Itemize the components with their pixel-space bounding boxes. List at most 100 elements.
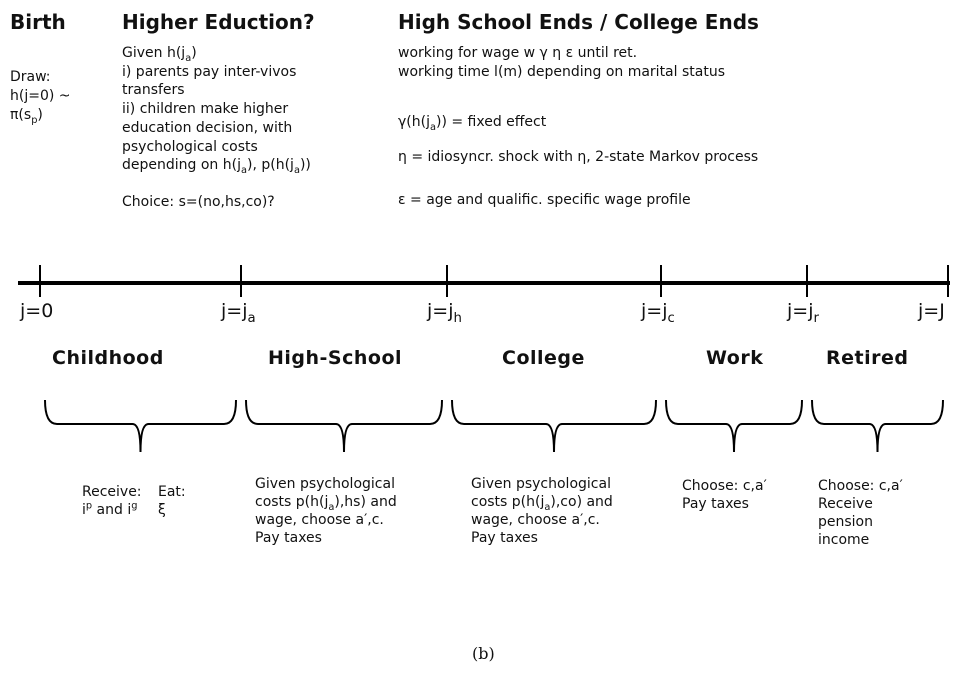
phase-note: Pay taxes — [682, 495, 749, 513]
text-piece: c — [667, 310, 675, 326]
text-piece: Given psychological — [255, 476, 395, 492]
text-piece: j=j — [427, 300, 454, 322]
text-piece: Choose: c,a′ — [818, 478, 903, 494]
text-piece: a — [544, 501, 551, 513]
phase-note: ξ — [158, 501, 166, 519]
timeline-point-label: j=jc — [641, 300, 675, 325]
phase-note: Pay taxes — [471, 529, 538, 547]
phase-note: pension — [818, 513, 873, 531]
text-piece: j=j — [641, 300, 668, 322]
timeline-point-label: j=ja — [221, 300, 256, 325]
column-line: Given h(ja) — [122, 44, 197, 64]
text-piece: psychological costs — [122, 139, 258, 155]
text-piece: )) — [299, 157, 311, 173]
text-piece: j=j — [221, 300, 248, 322]
column-line: transfers — [122, 81, 185, 99]
text-piece: ε = age and qualific. specific wage prof… — [398, 192, 691, 208]
phase-name: Retired — [826, 347, 909, 369]
text-piece: wage, choose a′,c. — [255, 512, 384, 528]
phase-name: Childhood — [52, 347, 164, 369]
text-piece: income — [818, 532, 870, 548]
column-line: working for wage w γ η ε until ret. — [398, 44, 637, 62]
text-piece: costs p(h(j — [255, 494, 329, 510]
column-line: psychological costs — [122, 138, 258, 156]
text-piece: )) = fixed effect — [436, 114, 547, 130]
timeline-point-label: j=J — [918, 300, 945, 322]
text-piece: and i — [92, 502, 132, 518]
text-piece: a — [247, 310, 256, 326]
text-piece: Eat: — [158, 484, 186, 500]
text-piece: Pay taxes — [471, 530, 538, 546]
phase-note: Pay taxes — [255, 529, 322, 547]
column-line: i) parents pay inter-vivos — [122, 63, 296, 81]
phase-note: wage, choose a′,c. — [255, 511, 384, 529]
text-piece: ), p(h(j — [247, 157, 294, 173]
text-piece: costs p(h(j — [471, 494, 545, 510]
phase-note: Eat: — [158, 483, 186, 501]
column-line: γ(h(ja)) = fixed effect — [398, 113, 547, 133]
phase-note: costs p(h(ja),co) and — [471, 493, 613, 513]
caption: (b) — [472, 644, 495, 663]
text-piece: Given h(j — [122, 45, 186, 61]
column-line: Draw: — [10, 68, 51, 86]
column-line: Choice: s=(no,hs,co)? — [122, 193, 275, 211]
phase-name: College — [502, 347, 585, 369]
text-piece: j=J — [918, 300, 945, 322]
text-piece: Receive — [818, 496, 873, 512]
text-piece: education decision, with — [122, 120, 293, 136]
timeline-point-label: j=0 — [20, 300, 53, 322]
text-piece: pension — [818, 514, 873, 530]
brace — [665, 399, 803, 453]
text-piece: Pay taxes — [682, 496, 749, 512]
text-piece: depending on h(j — [122, 157, 241, 173]
phase-note: Choose: c,a′ — [818, 477, 903, 495]
column-line: η = idiosyncr. shock with η, 2-state Mar… — [398, 148, 758, 166]
column-line: ε = age and qualific. specific wage prof… — [398, 191, 691, 209]
phase-name: High-School — [268, 347, 403, 369]
brace — [811, 399, 944, 453]
text-piece: h — [453, 310, 462, 326]
column-line: h(j=0) ~ — [10, 87, 71, 105]
text-piece: j=j — [787, 300, 814, 322]
text-piece: Pay taxes — [255, 530, 322, 546]
phase-note: Receive — [818, 495, 873, 513]
phase-note: income — [818, 531, 869, 549]
text-piece: η = idiosyncr. shock with η, 2-state Mar… — [398, 149, 759, 165]
column-title: High School Ends / College Ends — [398, 10, 759, 34]
text-piece: r — [813, 310, 819, 326]
phase-note: Choose: c,a′ — [682, 477, 767, 495]
text-piece: ),co) and — [550, 494, 613, 510]
phase-note: ip and ig — [82, 501, 137, 519]
timeline-point-label: j=jr — [787, 300, 819, 325]
text-piece: working for wage w γ η ε until ret. — [398, 45, 638, 61]
column-line: ii) children make higher — [122, 100, 288, 118]
text-piece: j=0 — [20, 300, 54, 322]
text-piece: a — [293, 164, 300, 176]
brace — [44, 399, 237, 453]
brace — [451, 399, 657, 453]
column-line: working time l(m) depending on marital s… — [398, 63, 725, 81]
timeline-point-label: j=jh — [427, 300, 462, 325]
brace — [245, 399, 443, 453]
column-title: Higher Eduction? — [122, 10, 315, 34]
text-piece: transfers — [122, 82, 185, 98]
text-piece: Given psychological — [471, 476, 611, 492]
text-piece: Draw: — [10, 69, 51, 85]
text-piece: Choice: s=(no,hs,co)? — [122, 194, 275, 210]
text-piece: working time l(m) depending on marital s… — [398, 64, 725, 80]
text-piece: p — [31, 114, 38, 126]
text-piece: ii) children make higher — [122, 101, 289, 117]
phase-note: Given psychological — [255, 475, 395, 493]
column-title: Birth — [10, 10, 66, 34]
text-piece: a — [429, 121, 436, 133]
text-piece: h(j=0) ~ — [10, 88, 71, 104]
text-piece: Choose: c,a′ — [682, 478, 767, 494]
phase-note: wage, choose a′,c. — [471, 511, 600, 529]
text-piece: a — [240, 164, 247, 176]
phase-note: costs p(h(ja),hs) and — [255, 493, 397, 512]
column-line: depending on h(ja), p(h(ja)) — [122, 156, 311, 176]
text-piece: γ(h(j — [398, 114, 430, 130]
text-piece: p — [85, 500, 93, 512]
text-piece: a — [185, 52, 192, 64]
